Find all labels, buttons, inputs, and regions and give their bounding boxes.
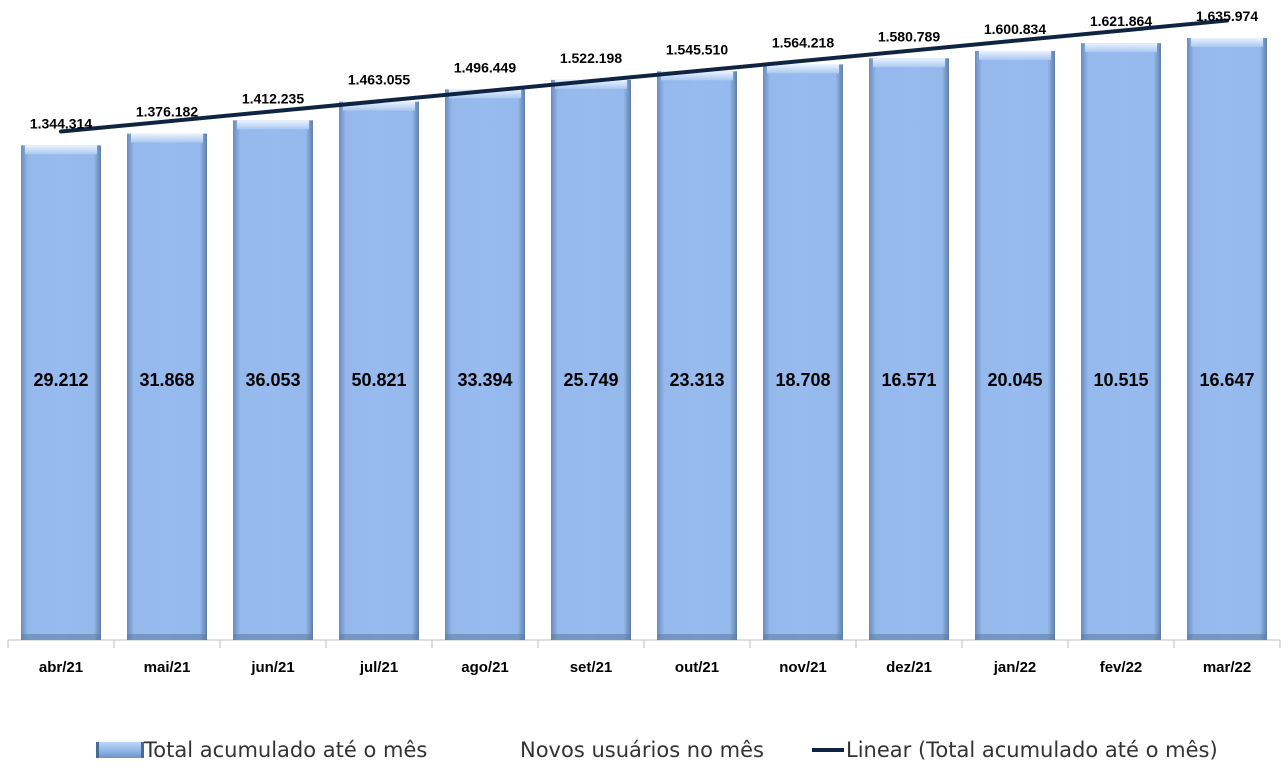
- bar-top-highlight: [555, 79, 627, 89]
- x-tick-label: abr/21: [39, 659, 83, 676]
- bar-top-highlight: [1085, 43, 1157, 53]
- total-data-label: 1.412.235: [242, 90, 304, 106]
- bar: [445, 89, 525, 640]
- new-users-data-label: 50.821: [351, 370, 406, 390]
- bar-bottom-shade: [21, 634, 101, 640]
- legend-label-trendline: Linear (Total acumulado até o mês): [846, 738, 1218, 762]
- total-data-label: 1.376.182: [136, 104, 198, 120]
- legend-item-total: Total acumulado até o mês: [96, 738, 427, 762]
- bar-body: [445, 89, 525, 640]
- legend-item-trendline: Linear (Total acumulado até o mês): [812, 738, 1218, 762]
- bar-top-highlight: [1191, 38, 1263, 47]
- bar: [763, 64, 843, 640]
- bar: [975, 50, 1055, 641]
- bars: [21, 38, 1267, 641]
- new-users-data-label: 36.053: [245, 370, 300, 390]
- legend-item-new: Novos usuários no mês: [520, 738, 764, 762]
- bar: [127, 133, 207, 640]
- bar-top-highlight: [873, 58, 945, 68]
- bar-bottom-shade: [551, 634, 631, 640]
- total-data-label: 1.522.198: [560, 50, 622, 66]
- bar-bottom-shade: [233, 634, 313, 640]
- new-users-data-label: 25.749: [563, 370, 618, 390]
- new-users-data-label: 16.571: [881, 370, 936, 390]
- bar-top-highlight: [343, 101, 415, 111]
- x-tick-label: dez/21: [886, 659, 932, 676]
- bar-top-highlight: [131, 133, 203, 143]
- bar-top-highlight: [237, 120, 309, 130]
- x-tick-label: set/21: [570, 659, 613, 676]
- total-data-label: 1.600.834: [984, 21, 1046, 37]
- bar-bottom-shade: [1081, 634, 1161, 640]
- new-users-data-label: 10.515: [1093, 370, 1148, 390]
- bar-body: [869, 58, 949, 641]
- x-tick-label: mar/22: [1203, 659, 1251, 676]
- legend: Total acumulado até o mês Novos usuários…: [0, 738, 1288, 768]
- legend-bar-swatch: [96, 742, 144, 758]
- bar-bottom-shade: [657, 634, 737, 640]
- bar-body: [233, 120, 313, 641]
- bar-bottom-shade: [127, 634, 207, 640]
- bar-bottom-shade: [975, 634, 1055, 640]
- x-axis: [7, 639, 1281, 648]
- bar: [551, 79, 631, 641]
- total-data-label: 1.496.449: [454, 59, 516, 75]
- bar-bottom-shade: [445, 634, 525, 640]
- total-data-label: 1.564.218: [772, 34, 834, 50]
- total-data-label: 1.463.055: [348, 72, 410, 88]
- bar-top-highlight: [449, 89, 521, 99]
- new-users-data-label: 33.394: [457, 370, 512, 390]
- bar-top-highlight: [661, 71, 733, 81]
- x-tick-label: mai/21: [144, 659, 191, 676]
- legend-label-total: Total acumulado até o mês: [144, 738, 428, 762]
- x-tick-label: jan/22: [993, 659, 1037, 676]
- x-tick-label: jun/21: [250, 659, 294, 676]
- bar-body: [127, 133, 207, 640]
- total-data-label: 1.545.510: [666, 41, 728, 57]
- x-tick-label: ago/21: [461, 659, 509, 676]
- total-data-label: 1.344.314: [30, 115, 92, 131]
- bar-bottom-shade: [1187, 634, 1267, 640]
- bar-bottom-shade: [869, 634, 949, 640]
- bar: [339, 101, 419, 640]
- bar: [233, 120, 313, 641]
- new-users-data-label: 16.647: [1199, 370, 1254, 390]
- new-users-data-label: 20.045: [987, 370, 1042, 390]
- bar-bottom-shade: [763, 634, 843, 640]
- x-tick-label: fev/22: [1100, 659, 1143, 676]
- bar: [869, 58, 949, 641]
- new-users-data-label: 29.212: [33, 370, 88, 390]
- legend-label-new: Novos usuários no mês: [520, 738, 764, 762]
- x-tick-label: jul/21: [359, 659, 398, 676]
- bar-body: [975, 50, 1055, 641]
- legend-line-swatch: [812, 748, 844, 752]
- trendline-group: [59, 18, 1229, 134]
- bar-body: [1187, 38, 1267, 640]
- x-tick-label: out/21: [675, 659, 719, 676]
- bar-body: [657, 71, 737, 640]
- bar: [657, 71, 737, 640]
- bar-body: [1081, 43, 1161, 641]
- total-data-label: 1.621.864: [1090, 13, 1152, 29]
- total-data-label: 1.635.974: [1196, 8, 1258, 24]
- bar-body: [763, 64, 843, 640]
- linear-trendline: [59, 18, 1229, 134]
- new-users-data-label: 18.708: [775, 370, 830, 390]
- bar-top-highlight: [25, 145, 97, 155]
- new-users-data-label: 23.313: [669, 370, 724, 390]
- bar: [1187, 38, 1267, 640]
- bar: [1081, 43, 1161, 641]
- new-users-data-label: 31.868: [139, 370, 194, 390]
- bar-body: [21, 145, 101, 640]
- bar-top-highlight: [979, 50, 1051, 60]
- total-data-label: 1.580.789: [878, 28, 940, 44]
- bar-chart: abr/21 1.344.314 29.212 mai/21 1.376.182 31.8…: [7, 8, 1281, 676]
- bar-top-highlight: [767, 64, 839, 74]
- x-tick-label: nov/21: [779, 659, 827, 676]
- bar-body: [551, 79, 631, 641]
- data-labels: abr/21 1.344.314 29.212 mai/21 1.376.182 31.8…: [30, 8, 1258, 676]
- bar-body: [339, 101, 419, 640]
- bar: [21, 145, 101, 640]
- bar-bottom-shade: [339, 634, 419, 640]
